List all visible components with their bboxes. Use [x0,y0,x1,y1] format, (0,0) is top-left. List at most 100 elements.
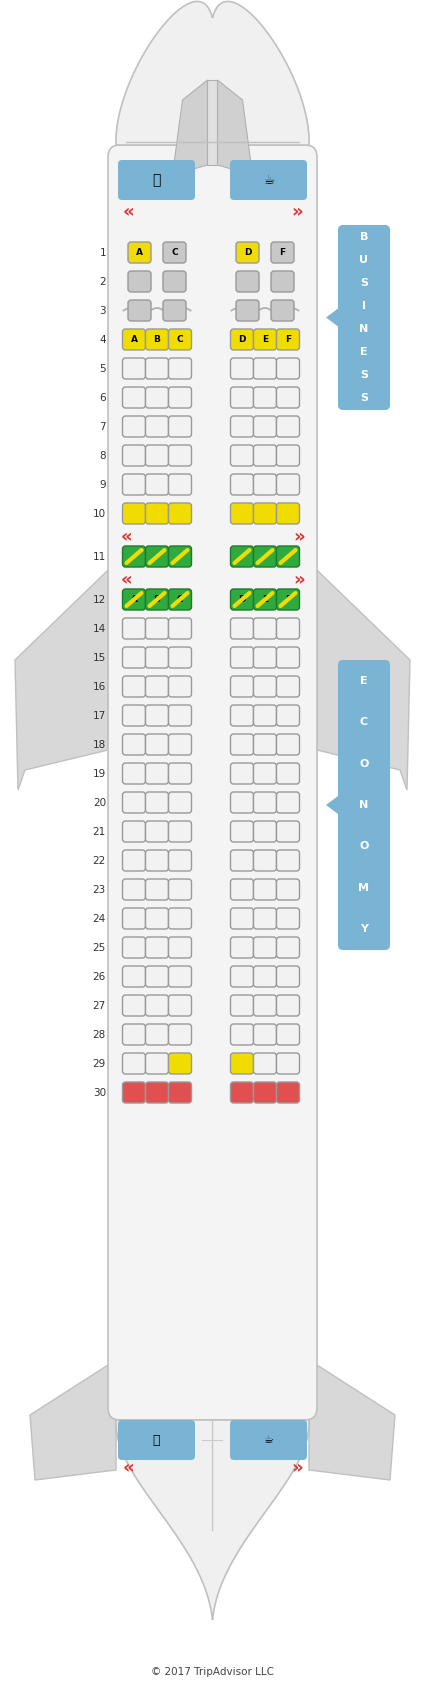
Text: 1: 1 [99,247,106,257]
Text: 24: 24 [93,913,106,923]
FancyBboxPatch shape [168,1082,192,1103]
FancyBboxPatch shape [168,417,192,437]
Text: F: F [285,335,291,344]
Text: S: S [360,278,368,288]
FancyBboxPatch shape [168,734,192,756]
FancyBboxPatch shape [277,705,300,727]
FancyBboxPatch shape [118,159,195,200]
Polygon shape [317,569,410,789]
Text: 5: 5 [99,364,106,373]
FancyBboxPatch shape [122,545,145,567]
Text: 15: 15 [93,652,106,662]
Text: 17: 17 [93,710,106,720]
FancyBboxPatch shape [122,647,145,667]
Text: 30: 30 [93,1088,106,1098]
Text: M: M [359,883,369,893]
FancyBboxPatch shape [253,417,277,437]
FancyBboxPatch shape [236,300,259,320]
FancyBboxPatch shape [277,734,300,756]
FancyBboxPatch shape [277,994,300,1016]
FancyBboxPatch shape [230,793,253,813]
FancyBboxPatch shape [277,386,300,408]
Polygon shape [309,1365,395,1481]
FancyBboxPatch shape [163,271,186,291]
FancyBboxPatch shape [253,966,277,988]
FancyBboxPatch shape [145,966,168,988]
FancyBboxPatch shape [122,822,145,842]
FancyBboxPatch shape [253,1054,277,1074]
FancyBboxPatch shape [253,994,277,1016]
FancyBboxPatch shape [253,734,277,756]
Text: N: N [360,800,368,810]
FancyBboxPatch shape [118,1420,195,1460]
FancyBboxPatch shape [253,357,277,379]
Text: D: D [244,247,251,257]
FancyBboxPatch shape [122,734,145,756]
FancyBboxPatch shape [253,850,277,871]
FancyBboxPatch shape [253,705,277,727]
Text: 6: 6 [99,393,106,403]
FancyBboxPatch shape [145,503,168,523]
Text: 20: 20 [93,798,106,808]
FancyBboxPatch shape [277,822,300,842]
FancyBboxPatch shape [145,822,168,842]
FancyBboxPatch shape [168,676,192,696]
Polygon shape [218,80,252,174]
FancyBboxPatch shape [168,850,192,871]
Text: C: C [177,335,183,344]
Text: S: S [360,393,368,403]
FancyBboxPatch shape [122,474,145,495]
FancyBboxPatch shape [163,242,186,263]
FancyBboxPatch shape [145,762,168,784]
Text: ☕: ☕ [263,173,274,186]
Text: F: F [279,247,286,257]
FancyBboxPatch shape [253,503,277,523]
FancyBboxPatch shape [253,676,277,696]
Text: »: » [291,1459,303,1477]
Text: 4: 4 [99,334,106,344]
Text: 10: 10 [93,508,106,518]
Text: «: « [120,571,132,590]
Text: B: B [153,595,160,605]
FancyBboxPatch shape [168,474,192,495]
FancyBboxPatch shape [236,242,259,263]
FancyBboxPatch shape [230,1082,253,1103]
Text: U: U [360,254,368,264]
FancyBboxPatch shape [277,908,300,928]
Text: 🚻: 🚻 [153,1433,160,1447]
FancyBboxPatch shape [253,879,277,900]
FancyBboxPatch shape [122,1054,145,1074]
FancyBboxPatch shape [122,850,145,871]
FancyBboxPatch shape [122,676,145,696]
FancyBboxPatch shape [277,1054,300,1074]
Text: E: E [360,676,368,686]
FancyBboxPatch shape [145,417,168,437]
Text: 14: 14 [93,623,106,634]
FancyBboxPatch shape [277,879,300,900]
FancyBboxPatch shape [277,417,300,437]
FancyBboxPatch shape [253,474,277,495]
FancyBboxPatch shape [277,590,300,610]
Text: E: E [360,347,368,357]
Text: E: E [262,335,268,344]
FancyBboxPatch shape [168,590,192,610]
Text: 29: 29 [93,1059,106,1069]
FancyBboxPatch shape [253,1023,277,1045]
FancyBboxPatch shape [145,474,168,495]
Text: 16: 16 [93,681,106,691]
FancyBboxPatch shape [230,590,253,610]
FancyBboxPatch shape [145,879,168,900]
Text: N: N [360,324,368,334]
FancyBboxPatch shape [145,994,168,1016]
FancyBboxPatch shape [230,966,253,988]
FancyBboxPatch shape [145,676,168,696]
FancyBboxPatch shape [168,386,192,408]
FancyBboxPatch shape [277,762,300,784]
FancyBboxPatch shape [277,850,300,871]
Text: 12: 12 [93,595,106,605]
FancyBboxPatch shape [271,300,294,320]
FancyBboxPatch shape [163,300,186,320]
Text: B: B [153,335,160,344]
Text: F: F [285,595,291,605]
Text: 19: 19 [93,769,106,779]
